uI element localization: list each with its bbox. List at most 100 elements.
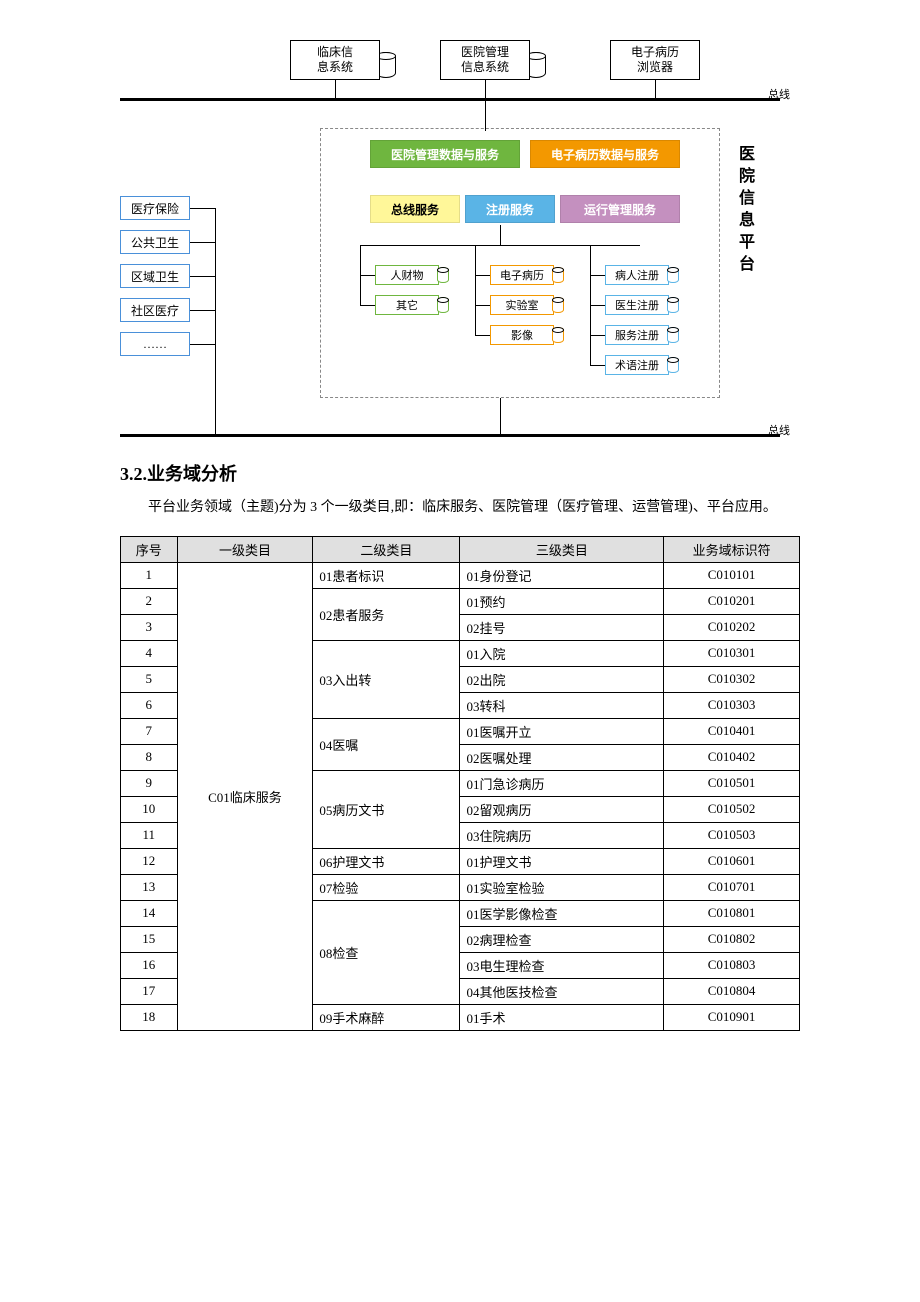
label: 信息系统 xyxy=(461,60,509,75)
cell-seq: 2 xyxy=(121,588,178,614)
data-node-box: 病人注册 xyxy=(605,265,669,285)
data-node-box: 术语注册 xyxy=(605,355,669,375)
cell-seq: 13 xyxy=(121,874,178,900)
connector xyxy=(475,305,490,306)
cell-l1: C01临床服务 xyxy=(177,562,313,1030)
cell-l3: 04其他医技检查 xyxy=(460,978,664,1004)
connector xyxy=(360,305,375,306)
cell-l2: 08检查 xyxy=(313,900,460,1004)
cell-seq: 4 xyxy=(121,640,178,666)
cell-id: C010302 xyxy=(664,666,800,692)
cell-l3: 01手术 xyxy=(460,1004,664,1030)
cell-id: C010201 xyxy=(664,588,800,614)
cell-id: C010701 xyxy=(664,874,800,900)
cell-id: C010901 xyxy=(664,1004,800,1030)
intro-paragraph: 平台业务领域（主题)分为 3 个一级类目,即：临床服务、医院管理（医疗管理、运营… xyxy=(120,496,800,520)
connector xyxy=(475,245,476,265)
connector xyxy=(475,275,490,276)
db-icon xyxy=(667,357,679,373)
db-icon xyxy=(552,297,564,313)
business-domain-table: 序号 一级类目 二级类目 三级类目 业务域标识符 1C01临床服务01患者标识0… xyxy=(120,536,800,1031)
service-box: 医院管理数据与服务 xyxy=(370,140,520,168)
external-system-box: 区域卫生 xyxy=(120,264,190,288)
data-node-box: 服务注册 xyxy=(605,325,669,345)
system-box-emr: 电子病历 浏览器 xyxy=(610,40,700,80)
service-box: 运行管理服务 xyxy=(560,195,680,223)
table-row: 1C01临床服务01患者标识01身份登记C010101 xyxy=(121,562,800,588)
cell-id: C010401 xyxy=(664,718,800,744)
connector xyxy=(485,80,486,98)
cell-seq: 5 xyxy=(121,666,178,692)
connector xyxy=(215,208,216,435)
cell-l3: 01身份登记 xyxy=(460,562,664,588)
connector xyxy=(190,208,215,209)
cell-id: C010503 xyxy=(664,822,800,848)
section-number: 3.2. xyxy=(120,464,147,484)
connector xyxy=(475,335,490,336)
cell-l2: 07检验 xyxy=(313,874,460,900)
cell-l2: 04医嘱 xyxy=(313,718,460,770)
cell-seq: 17 xyxy=(121,978,178,1004)
system-box-mgmt: 医院管理 信息系统 xyxy=(440,40,530,80)
connector xyxy=(500,398,501,434)
service-box: 注册服务 xyxy=(465,195,555,223)
connector xyxy=(360,275,375,276)
db-icon xyxy=(437,267,449,283)
cell-id: C010101 xyxy=(664,562,800,588)
label: 医院管理 xyxy=(461,45,509,60)
connector xyxy=(655,80,656,98)
connector xyxy=(335,80,336,98)
cell-l3: 01门急诊病历 xyxy=(460,770,664,796)
cell-l2: 09手术麻醉 xyxy=(313,1004,460,1030)
cell-seq: 16 xyxy=(121,952,178,978)
connector xyxy=(485,101,486,131)
data-node-box: 电子病历 xyxy=(490,265,554,285)
connector xyxy=(590,305,605,306)
section-title: 业务域分析 xyxy=(147,464,237,484)
cell-seq: 6 xyxy=(121,692,178,718)
cell-id: C010802 xyxy=(664,926,800,952)
architecture-diagram: 临床信 息系统 医院管理 信息系统 电子病历 浏览器 总线 医疗保险公共卫生区域… xyxy=(120,40,800,440)
col-l3: 三级类目 xyxy=(460,536,664,562)
db-icon xyxy=(437,297,449,313)
label: 临床信 xyxy=(317,45,353,60)
col-seq: 序号 xyxy=(121,536,178,562)
cell-id: C010202 xyxy=(664,614,800,640)
connector xyxy=(360,245,640,246)
cell-l2: 02患者服务 xyxy=(313,588,460,640)
cell-l2: 03入出转 xyxy=(313,640,460,718)
external-system-box: 社区医疗 xyxy=(120,298,190,322)
connector xyxy=(190,276,215,277)
cell-l3: 02医嘱处理 xyxy=(460,744,664,770)
cell-seq: 12 xyxy=(121,848,178,874)
cell-seq: 11 xyxy=(121,822,178,848)
data-node-box: 人财物 xyxy=(375,265,439,285)
data-node-box: 医生注册 xyxy=(605,295,669,315)
cell-seq: 1 xyxy=(121,562,178,588)
external-system-box: 公共卫生 xyxy=(120,230,190,254)
cell-id: C010804 xyxy=(664,978,800,1004)
cell-id: C010803 xyxy=(664,952,800,978)
cell-l3: 03转科 xyxy=(460,692,664,718)
connector xyxy=(190,242,215,243)
db-icon xyxy=(552,267,564,283)
cell-l3: 02病理检查 xyxy=(460,926,664,952)
cell-l3: 01预约 xyxy=(460,588,664,614)
col-l2: 二级类目 xyxy=(313,536,460,562)
platform-title: 医院信息平台 xyxy=(732,145,756,277)
cell-l3: 01医学影像检查 xyxy=(460,900,664,926)
cell-l3: 01护理文书 xyxy=(460,848,664,874)
cell-seq: 10 xyxy=(121,796,178,822)
cell-id: C010402 xyxy=(664,744,800,770)
system-box-clinical: 临床信 息系统 xyxy=(290,40,380,80)
label: 息系统 xyxy=(317,60,353,75)
col-id: 业务域标识符 xyxy=(664,536,800,562)
cell-l3: 01医嘱开立 xyxy=(460,718,664,744)
db-icon xyxy=(667,267,679,283)
cell-seq: 18 xyxy=(121,1004,178,1030)
cell-l2: 06护理文书 xyxy=(313,848,460,874)
db-icon xyxy=(667,297,679,313)
connector xyxy=(190,310,215,311)
cell-id: C010501 xyxy=(664,770,800,796)
cell-seq: 14 xyxy=(121,900,178,926)
